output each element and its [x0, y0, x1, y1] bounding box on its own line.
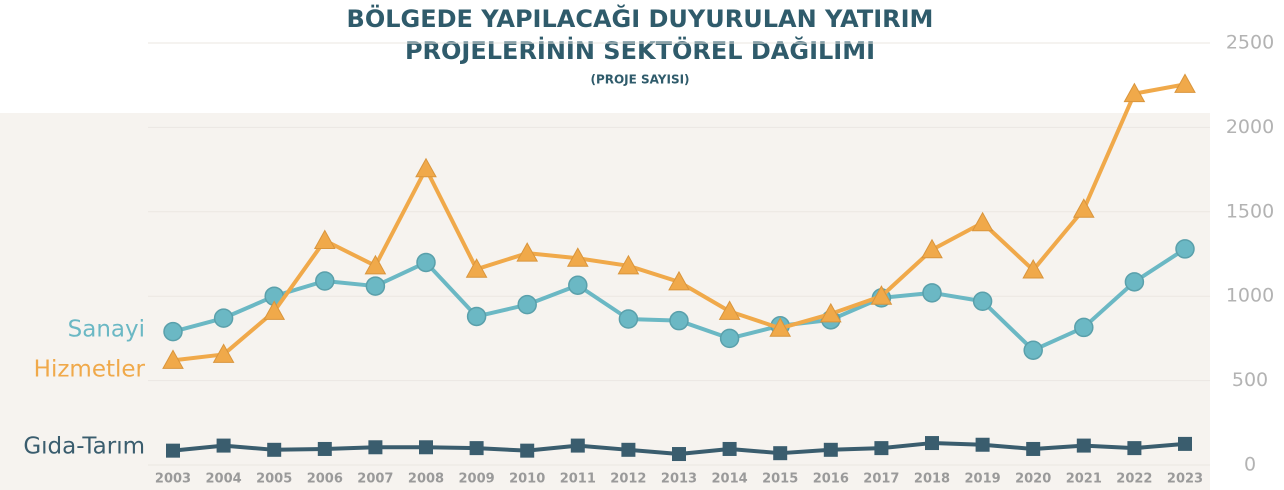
point [971, 211, 994, 232]
point [921, 238, 943, 259]
point [618, 309, 639, 329]
point [672, 447, 686, 462]
chart-title: BÖLGEDE YAPILACAĞI DUYURULAN YATIRIM [347, 3, 934, 33]
x-tick-label: 2010 [509, 472, 545, 487]
point [1026, 441, 1041, 456]
x-tick-label: 2004 [206, 472, 242, 487]
x-tick-label: 2008 [408, 472, 444, 487]
x-tick-label: 2015 [762, 472, 798, 487]
point [819, 302, 842, 323]
x-tick-label: 2006 [307, 472, 343, 487]
x-tick-label: 2012 [610, 472, 646, 487]
x-tick-label: 2013 [661, 472, 697, 487]
point [719, 328, 740, 349]
point [313, 229, 336, 249]
x-tick-label: 2005 [256, 472, 292, 487]
point [419, 440, 433, 455]
point [568, 275, 588, 295]
point [1072, 198, 1095, 218]
point [668, 270, 690, 291]
point [416, 252, 436, 273]
point [669, 310, 689, 331]
point [718, 300, 741, 320]
point [1022, 259, 1045, 279]
x-tick-label: 2018 [914, 472, 950, 487]
point [925, 436, 939, 451]
point [874, 441, 889, 456]
point [1124, 272, 1145, 292]
point [1174, 73, 1196, 93]
point [162, 349, 184, 369]
point [517, 294, 537, 315]
point [364, 254, 387, 275]
point [516, 242, 539, 262]
point [1076, 438, 1091, 453]
point [566, 247, 589, 267]
x-tick-label: 2017 [863, 472, 899, 487]
point [163, 321, 183, 342]
point [365, 276, 386, 296]
chart-subtitle: (PROJE SAYISI) [590, 73, 689, 87]
point [166, 443, 180, 458]
chart-title: PROJELERİNİN SEKTÖREL DAĞILIMI [405, 35, 875, 65]
point [1178, 436, 1192, 451]
point [520, 443, 535, 458]
legend-label: Hizmetler [34, 357, 146, 383]
point [773, 446, 788, 461]
point [870, 285, 893, 305]
point [263, 300, 286, 320]
point [466, 306, 487, 327]
point [1023, 340, 1043, 360]
point [317, 441, 332, 456]
point [617, 254, 640, 275]
legend-label: Gıda-Tarım [23, 434, 145, 460]
x-tick-label: 2007 [357, 472, 393, 487]
y-tick-label: 2500 [1226, 32, 1274, 54]
point [267, 442, 282, 457]
point [216, 438, 231, 453]
point [621, 442, 636, 457]
x-tick-label: 2016 [813, 472, 849, 487]
x-tick-label: 2011 [560, 472, 596, 487]
x-tick-label: 2009 [459, 472, 495, 487]
y-tick-label: 0 [1244, 454, 1256, 476]
y-tick-label: 1000 [1226, 285, 1274, 307]
legend-label: Sanayi [68, 317, 145, 343]
y-tick-label: 2000 [1226, 116, 1274, 138]
point [1123, 82, 1146, 103]
y-tick-label: 500 [1232, 369, 1268, 391]
point [1074, 317, 1094, 338]
point [975, 437, 990, 452]
x-tick-label: 2023 [1167, 472, 1203, 487]
x-tick-label: 2021 [1066, 472, 1102, 487]
point [469, 441, 484, 456]
point [922, 283, 942, 303]
y-tick-label: 1500 [1226, 200, 1274, 222]
point [315, 271, 335, 291]
x-tick-label: 2019 [965, 472, 1001, 487]
point [823, 442, 838, 457]
point [570, 438, 585, 453]
x-tick-label: 2022 [1116, 472, 1152, 487]
x-tick-label: 2020 [1015, 472, 1051, 487]
point [212, 343, 235, 363]
point [465, 258, 488, 278]
point [1175, 239, 1195, 259]
point [972, 291, 993, 312]
point [769, 317, 792, 337]
point [722, 441, 737, 456]
point [368, 440, 383, 455]
x-tick-label: 2014 [712, 472, 748, 487]
point [213, 308, 234, 328]
x-tick-label: 2003 [155, 472, 191, 487]
point [1127, 441, 1142, 456]
point [415, 157, 437, 178]
